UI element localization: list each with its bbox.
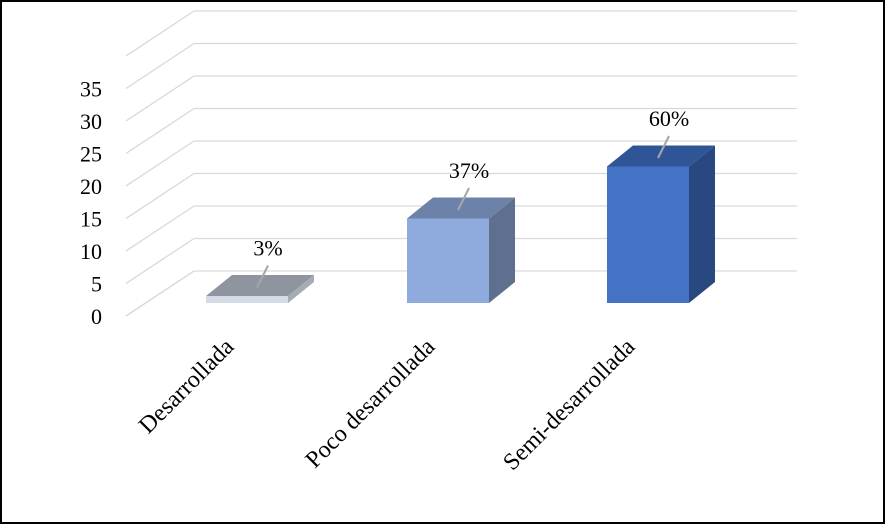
x-category-label: Semi-desarrollada (498, 334, 640, 476)
gridline-diagonal (125, 42, 195, 90)
leader-line (256, 265, 269, 288)
y-tick-label: 5 (91, 272, 102, 297)
bar-top (407, 197, 515, 219)
y-tick-label: 35 (80, 77, 102, 102)
data-label: 37% (449, 158, 489, 183)
bar-front (607, 166, 689, 303)
data-label: 60% (649, 106, 689, 131)
gridline-diagonal (125, 107, 195, 155)
bar-top (607, 145, 715, 167)
gridline-diagonal (125, 205, 195, 252)
y-tick-label: 30 (80, 109, 102, 134)
bar-front (206, 296, 288, 303)
data-label: 3% (253, 236, 282, 261)
bar-side (689, 145, 715, 303)
gridline-diagonal (125, 140, 195, 187)
gridline-diagonal (125, 10, 195, 57)
bar-side (288, 275, 314, 303)
leader-line (457, 187, 470, 211)
y-tick-label: 0 (91, 304, 102, 329)
bar-front (407, 218, 489, 303)
bar-top (206, 275, 314, 296)
x-category-label: Poco desarrollada (301, 334, 441, 474)
gridline-diagonal (125, 75, 195, 122)
y-tick-label: 25 (80, 142, 102, 167)
gridline-diagonal (125, 237, 195, 285)
y-tick-label: 20 (80, 174, 102, 199)
gridline-diagonal (125, 172, 195, 220)
x-axis-categories: Desarrollada Poco desarrollada Semi-desarr… (134, 334, 640, 476)
leader-line (657, 135, 670, 159)
bar-side (489, 197, 515, 303)
y-tick-label: 15 (80, 207, 102, 232)
x-category-label: Desarrollada (134, 334, 239, 439)
y-axis-ticks: 0 5 10 15 20 25 30 35 (80, 77, 102, 330)
floor-edge (125, 270, 195, 317)
y-tick-label: 10 (80, 239, 102, 264)
bars (206, 135, 715, 303)
data-labels: 3% 37% 60% (253, 106, 689, 261)
